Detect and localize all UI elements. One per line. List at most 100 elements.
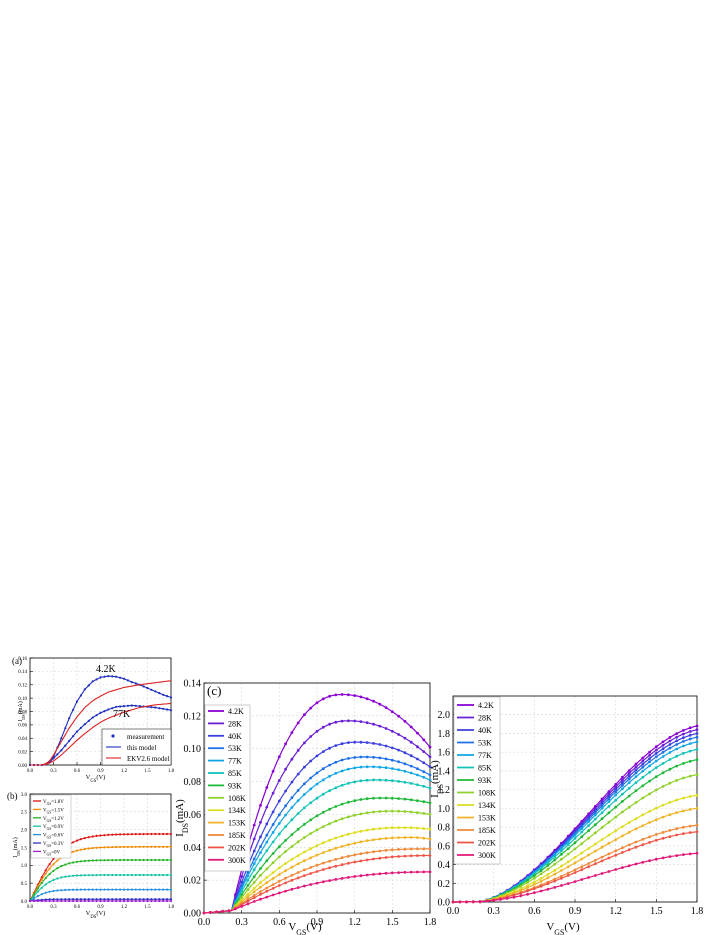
data-point xyxy=(627,805,631,809)
data-point xyxy=(44,899,47,903)
data-point xyxy=(627,864,631,868)
data-point xyxy=(103,859,106,862)
data-point xyxy=(359,852,363,856)
data-point xyxy=(682,736,685,740)
data-point xyxy=(668,743,672,746)
data-point xyxy=(403,836,407,839)
data-point xyxy=(403,736,407,740)
data-point xyxy=(303,850,306,854)
data-point xyxy=(668,801,672,804)
data-point xyxy=(614,853,618,857)
measurement-point xyxy=(158,692,161,695)
measurement-point xyxy=(107,708,110,711)
data-point xyxy=(126,899,129,903)
measurement-point xyxy=(72,708,75,711)
data-point xyxy=(428,786,432,790)
data-point xyxy=(397,768,400,772)
data-point xyxy=(290,865,294,869)
data-point xyxy=(309,883,313,886)
measurement-point xyxy=(142,685,145,688)
data-point xyxy=(378,856,382,860)
data-point xyxy=(303,806,306,810)
y-tick-label: 0.02 xyxy=(18,750,27,755)
data-point xyxy=(397,760,400,764)
x-tick-label: 1.2 xyxy=(609,906,622,917)
data-point xyxy=(246,902,250,906)
data-point xyxy=(580,835,584,839)
data-point xyxy=(134,899,137,903)
data-point xyxy=(271,852,275,855)
data-point xyxy=(627,769,631,772)
x-tick-label: 0.6 xyxy=(528,906,541,917)
data-point xyxy=(64,863,67,866)
data-point xyxy=(661,785,665,788)
data-point xyxy=(252,890,256,894)
data-point xyxy=(277,755,281,759)
legend-label: 53K xyxy=(478,739,492,748)
data-point xyxy=(614,805,618,809)
panel-c: 0.0 0.3 0.6 0.9 1.2 1.5 1.8 0.00 0.02 0.04 0.06 0.0… xyxy=(174,679,436,935)
data-point xyxy=(634,765,638,769)
data-point xyxy=(661,743,665,747)
legend-label: 77K xyxy=(478,751,492,760)
data-point xyxy=(95,846,98,849)
data-point xyxy=(573,833,577,837)
data-point xyxy=(499,898,502,901)
data-point xyxy=(340,802,344,806)
data-point xyxy=(328,807,331,811)
data-point xyxy=(587,820,590,824)
data-point xyxy=(44,877,47,880)
data-point xyxy=(72,888,75,891)
data-point xyxy=(614,783,618,786)
data-point xyxy=(296,789,300,792)
data-point xyxy=(614,790,618,794)
data-point xyxy=(378,724,382,728)
measurement-point xyxy=(122,705,126,708)
y-tick-label: 0.2 xyxy=(438,879,451,890)
legend-label: VGS=0.3V xyxy=(43,842,64,848)
data-point xyxy=(378,765,382,769)
data-point xyxy=(64,898,67,901)
data-point xyxy=(290,833,294,836)
data-point xyxy=(284,742,287,746)
data-point xyxy=(688,733,692,737)
y-tick-label: 2.5 xyxy=(21,811,28,816)
data-point xyxy=(303,765,306,769)
x-tick-label: 0.9 xyxy=(97,905,104,910)
legend-label: 53K xyxy=(228,744,242,753)
data-point xyxy=(328,789,331,793)
y-tick-label: 0.10 xyxy=(184,744,202,755)
legend-label: 28K xyxy=(478,714,492,723)
data-point xyxy=(485,899,489,903)
data-point xyxy=(91,859,94,862)
data-point xyxy=(347,767,350,771)
x-tick-label: 0.9 xyxy=(311,917,324,928)
x-tick-label: 0.0 xyxy=(447,906,460,917)
data-point xyxy=(695,773,699,777)
data-point xyxy=(265,805,269,809)
data-point xyxy=(296,721,300,725)
data-point xyxy=(347,782,350,785)
measurement-point xyxy=(95,714,98,717)
data-point xyxy=(99,834,102,837)
data-point xyxy=(397,809,400,813)
data-point xyxy=(353,740,357,744)
data-point xyxy=(600,826,604,829)
data-point xyxy=(252,881,256,884)
data-point xyxy=(359,812,363,816)
data-point xyxy=(72,874,75,877)
data-point xyxy=(130,898,133,901)
data-point xyxy=(284,862,287,865)
data-point xyxy=(648,835,651,839)
data-point xyxy=(422,738,426,742)
data-point xyxy=(347,861,350,865)
y-axis-label: IDS(mA) xyxy=(429,760,445,798)
data-point xyxy=(122,899,126,903)
data-point xyxy=(290,731,294,734)
data-point xyxy=(60,899,63,903)
data-point xyxy=(321,841,325,845)
data-point xyxy=(284,876,287,880)
annotation-label: 77K xyxy=(113,709,131,720)
data-point xyxy=(150,899,153,903)
measurement-point xyxy=(166,708,169,711)
